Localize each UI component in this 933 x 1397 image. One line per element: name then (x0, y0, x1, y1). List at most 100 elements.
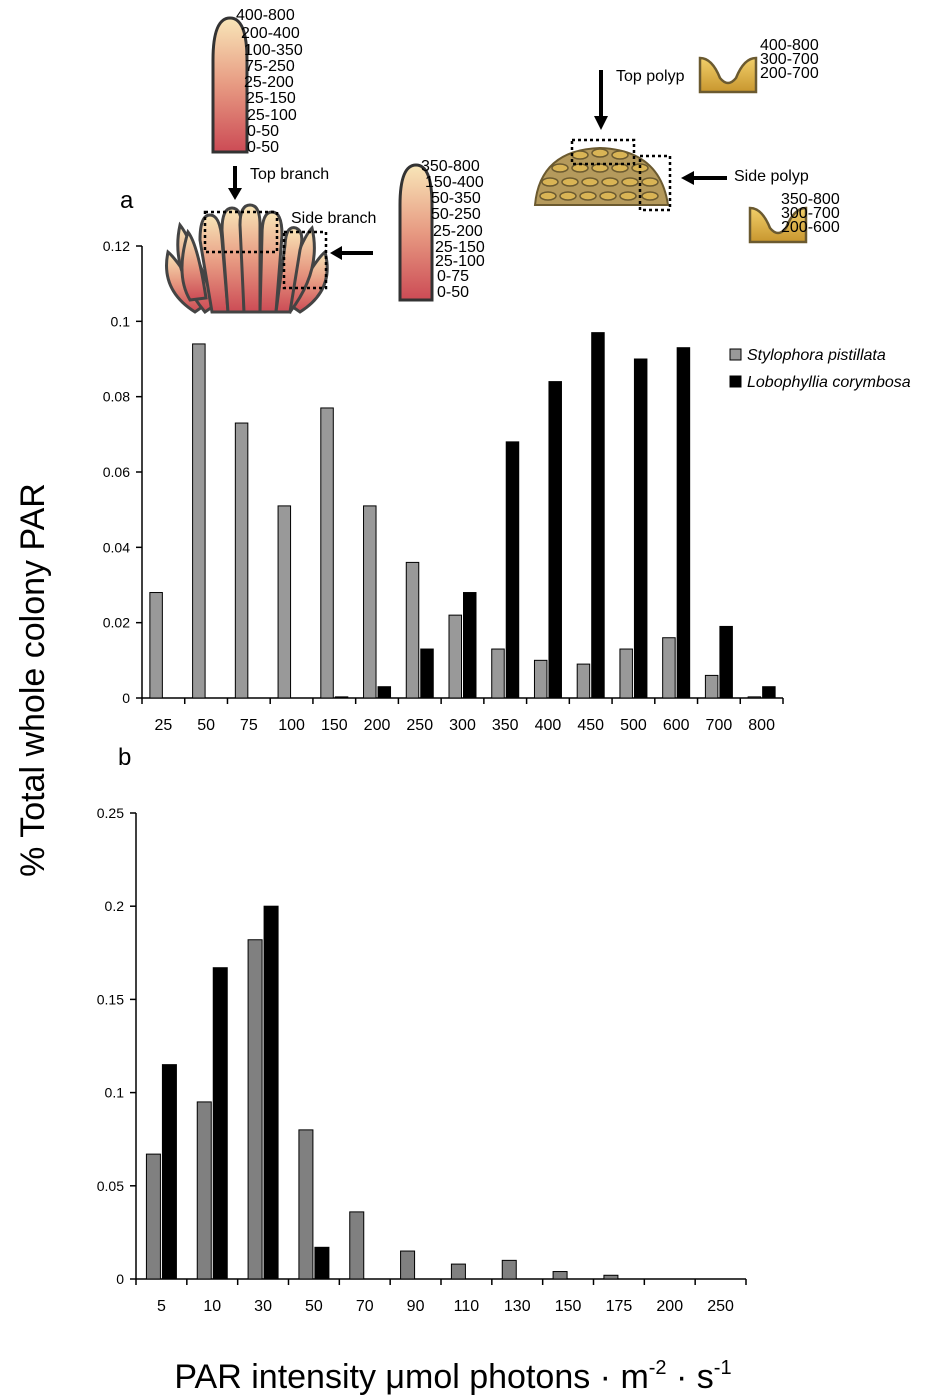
range-label: 50-350 (431, 190, 481, 207)
stylophora-illustration (167, 18, 432, 312)
bar (506, 442, 519, 698)
y-tick-label: 0.08 (103, 389, 130, 405)
y-axis-label: % Total whole colony PAR (14, 483, 52, 877)
range-label: 0-50 (247, 123, 279, 140)
bar (464, 593, 477, 698)
lobophyllia-illustration (535, 58, 806, 242)
x-tick-label: 200 (656, 1298, 683, 1315)
y-tick-label: 0 (116, 1271, 124, 1287)
y-tick-label: 0.06 (103, 464, 130, 480)
x-tick-label: 250 (406, 717, 433, 734)
legend-swatch (730, 349, 741, 360)
illustration-label: Side branch (291, 210, 376, 227)
range-label: 400-800 (236, 7, 295, 24)
illustration-label: Top branch (250, 166, 329, 183)
bar (401, 1251, 415, 1279)
x-tick-label: 50 (197, 717, 215, 734)
range-label: 200-700 (760, 65, 819, 82)
range-label: 25-100 (247, 107, 297, 124)
bar (705, 675, 718, 698)
bar (235, 423, 248, 698)
x-tick-label: 110 (454, 1298, 480, 1315)
x-tick-label: 50 (305, 1298, 323, 1315)
bar (502, 1260, 516, 1279)
bar (299, 1130, 313, 1279)
x-tick-label: 450 (577, 717, 604, 734)
legend-label: Lobophyllia corymbosa (747, 374, 911, 391)
x-tick-label: 600 (663, 717, 690, 734)
range-label: 25-200 (433, 223, 483, 240)
bar (720, 626, 733, 698)
x-tick-label: 100 (278, 717, 305, 734)
bar (534, 660, 547, 698)
bar (162, 1065, 176, 1279)
bar (492, 649, 505, 698)
x-tick-label: 300 (449, 717, 476, 734)
range-label: 150-400 (425, 174, 484, 191)
bar (634, 359, 647, 698)
bar (677, 348, 690, 698)
x-tick-label: 175 (606, 1298, 633, 1315)
illustration-label: Top polyp (616, 68, 685, 85)
x-tick-label: 30 (254, 1298, 272, 1315)
range-label: 25-200 (244, 74, 294, 91)
x-tick-label: 130 (504, 1298, 531, 1315)
y-tick-label: 0.15 (97, 991, 124, 1007)
x-tick-label: 800 (748, 717, 775, 734)
bar (350, 1212, 364, 1279)
y-tick-label: 0.05 (97, 1178, 124, 1194)
range-label: 0-75 (437, 268, 469, 285)
bar (335, 697, 348, 698)
bar (577, 664, 590, 698)
bar (421, 649, 434, 698)
range-label: 200-600 (781, 219, 840, 236)
x-tick-label: 150 (321, 717, 348, 734)
bar (748, 697, 761, 698)
range-label: 100-350 (244, 42, 303, 59)
bar (364, 506, 377, 698)
x-axis-label-part: PAR intensity μmol photons · m (174, 1358, 648, 1396)
bar (193, 344, 206, 698)
bar (321, 408, 334, 698)
x-tick-label: 10 (203, 1298, 221, 1315)
x-tick-label: 150 (555, 1298, 582, 1315)
legend-label: Stylophora pistillata (747, 347, 886, 364)
range-label: 350-800 (421, 158, 480, 175)
x-tick-label: 200 (364, 717, 391, 734)
x-tick-label: 90 (407, 1298, 425, 1315)
y-tick-label: 0 (122, 690, 130, 706)
x-tick-label: 350 (492, 717, 519, 734)
illustration-label: Side polyp (734, 168, 809, 185)
y-tick-label: 0.02 (103, 615, 130, 631)
bar (150, 593, 163, 698)
bar (553, 1272, 567, 1279)
y-tick-label: 0.04 (103, 539, 130, 555)
bar (378, 687, 391, 698)
y-tick-label: 0.12 (103, 238, 130, 254)
bar (449, 615, 462, 698)
x-axis-label: PAR intensity μmol photons · m-2 · s-1 (174, 1357, 731, 1396)
panel-label: a (120, 187, 134, 214)
x-tick-label: 25 (154, 717, 172, 734)
range-label: 0-50 (437, 284, 469, 301)
bar (663, 638, 676, 698)
bar (146, 1154, 160, 1279)
bar (763, 687, 776, 698)
bar (604, 1275, 618, 1279)
range-label: 50-250 (431, 206, 481, 223)
y-tick-label: 0.2 (105, 898, 125, 914)
bar (315, 1247, 329, 1279)
figure: Top branch Side branch Top polyp Side po… (0, 0, 933, 1397)
range-label: 75-250 (245, 58, 295, 75)
bar (213, 968, 227, 1279)
bar (592, 333, 605, 698)
x-tick-label: 700 (706, 717, 733, 734)
legend-swatch (730, 376, 741, 387)
bar (197, 1102, 211, 1279)
range-label: 200-400 (241, 25, 300, 42)
bar (549, 382, 562, 698)
y-tick-label: 0.25 (97, 805, 124, 821)
x-axis-label-sup: -1 (714, 1357, 732, 1379)
x-tick-label: 400 (535, 717, 562, 734)
x-tick-label: 75 (240, 717, 258, 734)
